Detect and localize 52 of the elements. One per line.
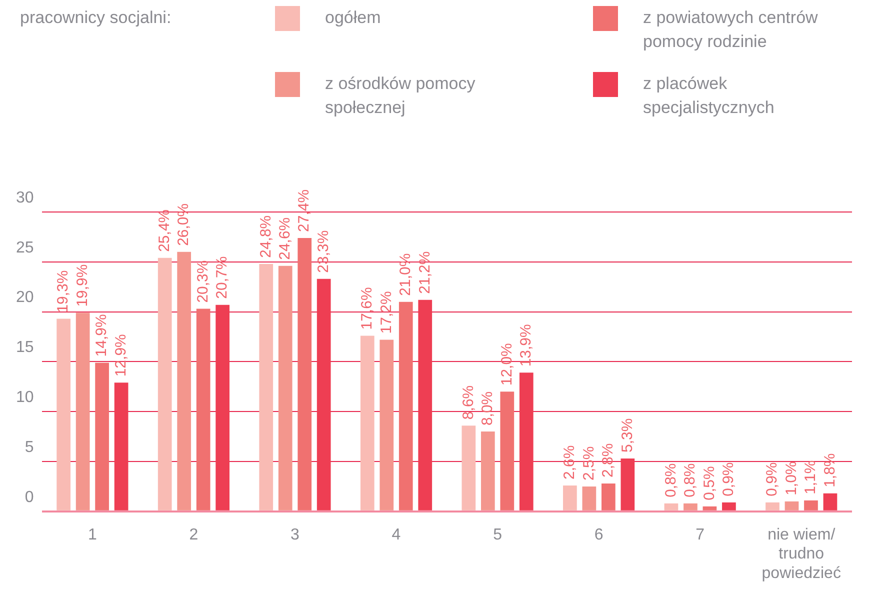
data-label: 17,2% xyxy=(378,291,395,334)
legend-label: z ośrodków pomocy społecznej xyxy=(325,73,476,119)
data-label: 21,2% xyxy=(416,251,434,294)
data-label: 2,6% xyxy=(561,445,578,480)
y-tick-label: 30 xyxy=(16,189,34,206)
data-label: 12,0% xyxy=(498,343,516,386)
data-label: 2,8% xyxy=(600,443,617,478)
y-tick-label: 25 xyxy=(16,239,34,256)
legend-title: pracownicy socjalni: xyxy=(20,8,172,28)
data-label: 23,3% xyxy=(314,230,332,273)
legend-label: ogółem xyxy=(325,7,381,29)
data-label: 8,0% xyxy=(479,391,496,426)
data-label: 13,9% xyxy=(518,324,535,367)
data-label: 17,6% xyxy=(358,287,376,330)
data-label: 20,7% xyxy=(214,256,231,299)
y-tick-label: 5 xyxy=(24,438,34,456)
data-label: 0,8% xyxy=(662,463,680,498)
data-label: 27,4% xyxy=(296,189,313,232)
data-label: 1,0% xyxy=(782,461,800,496)
data-label: 24,8% xyxy=(257,215,274,258)
x-tick-label: 7 xyxy=(696,526,705,544)
data-label: 0,9% xyxy=(720,462,738,496)
legend-label: z placówek specjalistycznych xyxy=(643,73,776,119)
data-label: 5,3% xyxy=(618,418,636,453)
x-tick-label: 4 xyxy=(392,526,401,544)
data-label: 19,9% xyxy=(74,264,91,307)
data-label: 19,3% xyxy=(54,270,72,313)
data-label: 1,8% xyxy=(821,453,838,488)
y-tick-label: 20 xyxy=(16,289,34,306)
data-label: 8,6% xyxy=(460,385,477,420)
legend-label: z powiatowych centrów pomocy rodzinie xyxy=(643,7,819,53)
data-label: 0,8% xyxy=(682,463,699,498)
x-tick-label: 5 xyxy=(493,526,502,544)
x-tick-label: 3 xyxy=(290,526,300,544)
y-tick-label: 10 xyxy=(16,389,34,406)
data-label: 2,5% xyxy=(580,446,598,480)
x-tick-label: nie wiem/ trudno powiedzieć xyxy=(762,526,841,582)
x-tick-label: 1 xyxy=(88,526,97,544)
data-label: 12,9% xyxy=(112,334,130,377)
x-tick-label: 6 xyxy=(594,526,604,544)
data-label: 20,3% xyxy=(194,260,212,303)
data-label: 25,4% xyxy=(156,209,173,252)
y-tick-label: 0 xyxy=(24,488,34,506)
data-label: 24,6% xyxy=(276,217,294,260)
data-label: 26,0% xyxy=(175,203,192,246)
x-tick-label: 2 xyxy=(189,526,198,544)
data-label: 1,1% xyxy=(802,460,820,494)
data-label: 21,0% xyxy=(397,253,414,296)
y-tick-label: 15 xyxy=(16,339,34,356)
data-label: 14,9% xyxy=(93,314,110,357)
data-label: 0,9% xyxy=(764,462,781,496)
data-label: 0,5% xyxy=(700,466,718,500)
